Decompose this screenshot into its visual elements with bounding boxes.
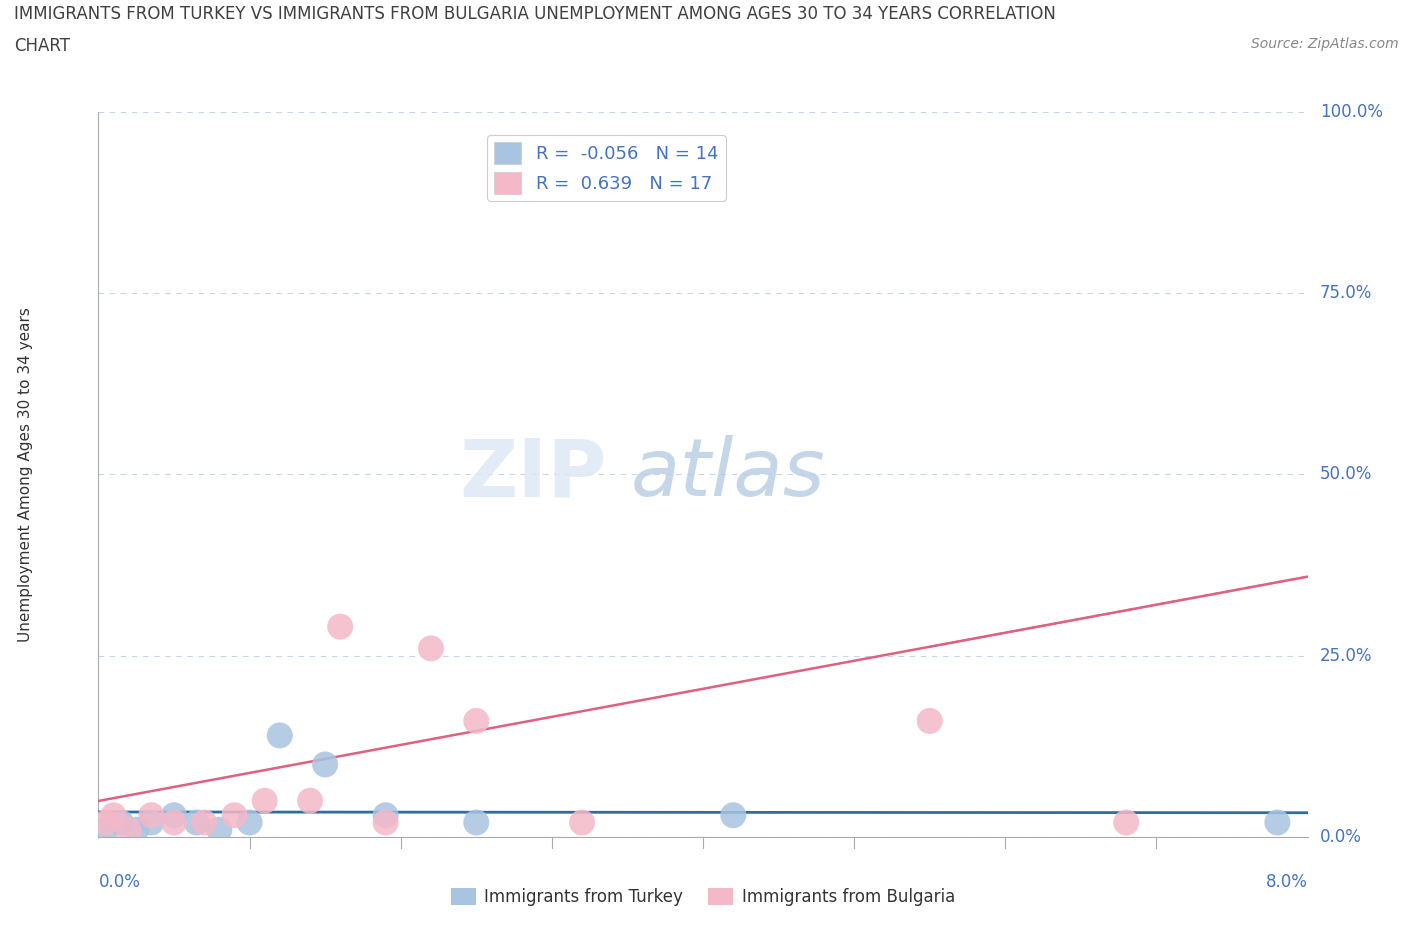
Point	[374, 808, 396, 823]
Point	[239, 815, 262, 830]
Point	[110, 815, 132, 830]
Point	[1115, 815, 1137, 830]
Point	[125, 822, 148, 837]
Point	[314, 757, 336, 772]
Point	[374, 815, 396, 830]
Text: 50.0%: 50.0%	[1320, 465, 1372, 484]
Point	[103, 808, 125, 823]
Point	[571, 815, 593, 830]
Point	[224, 808, 246, 823]
Point	[465, 713, 488, 728]
Point	[163, 808, 186, 823]
Text: 0.0%: 0.0%	[98, 873, 141, 891]
Legend: Immigrants from Turkey, Immigrants from Bulgaria: Immigrants from Turkey, Immigrants from …	[444, 881, 962, 912]
Text: Unemployment Among Ages 30 to 34 years: Unemployment Among Ages 30 to 34 years	[18, 307, 34, 642]
Point	[918, 713, 941, 728]
Point	[298, 793, 321, 808]
Point	[269, 728, 291, 743]
Point	[208, 822, 231, 837]
Text: 100.0%: 100.0%	[1320, 102, 1382, 121]
Text: 25.0%: 25.0%	[1320, 646, 1372, 665]
Text: 8.0%: 8.0%	[1265, 873, 1308, 891]
Point	[186, 815, 208, 830]
Point	[118, 822, 141, 837]
Point	[723, 808, 745, 823]
Text: atlas: atlas	[630, 435, 825, 513]
Point	[141, 808, 163, 823]
Legend: R =  -0.056   N = 14, R =  0.639   N = 17: R = -0.056 N = 14, R = 0.639 N = 17	[486, 135, 725, 201]
Point	[163, 815, 186, 830]
Point	[1265, 815, 1288, 830]
Point	[465, 815, 488, 830]
Point	[193, 815, 215, 830]
Point	[253, 793, 276, 808]
Point	[420, 641, 443, 656]
Text: ZIP: ZIP	[458, 435, 606, 513]
Text: Source: ZipAtlas.com: Source: ZipAtlas.com	[1251, 37, 1399, 51]
Point	[141, 815, 163, 830]
Point	[692, 155, 714, 170]
Point	[94, 822, 117, 837]
Text: CHART: CHART	[14, 37, 70, 55]
Point	[329, 619, 352, 634]
Text: 0.0%: 0.0%	[1320, 828, 1361, 846]
Point	[94, 815, 117, 830]
Text: IMMIGRANTS FROM TURKEY VS IMMIGRANTS FROM BULGARIA UNEMPLOYMENT AMONG AGES 30 TO: IMMIGRANTS FROM TURKEY VS IMMIGRANTS FRO…	[14, 5, 1056, 22]
Text: 75.0%: 75.0%	[1320, 284, 1372, 302]
